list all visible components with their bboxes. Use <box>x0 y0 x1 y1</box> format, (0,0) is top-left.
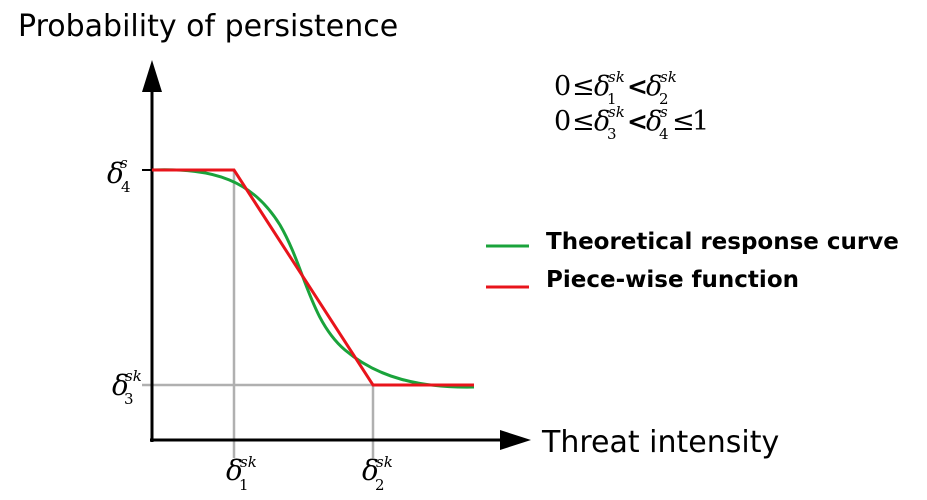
y-axis-arrowhead <box>142 60 162 92</box>
y-axis-label: Probability of persistence <box>18 9 398 44</box>
subscript: 4 <box>121 178 131 196</box>
superscript: sk <box>608 68 625 86</box>
delta-symbol: δ <box>226 454 243 487</box>
le-sign: ≤ <box>572 71 595 102</box>
legend: Theoretical response curve Piece-wise fu… <box>486 229 899 293</box>
subscript: 2 <box>659 90 669 108</box>
subscript: 3 <box>607 125 617 143</box>
delta-symbol: δ <box>112 369 129 402</box>
legend-label-theoretical: Theoretical response curve <box>546 229 899 255</box>
y-tick-label-delta3: δ sk 3 <box>112 367 142 408</box>
piecewise-function <box>152 168 474 387</box>
superscript: sk <box>376 453 393 471</box>
superscript: sk <box>660 68 677 86</box>
x-tick-label-delta1: δ sk 1 <box>226 453 257 494</box>
subscript: 1 <box>239 476 249 494</box>
y-tick-label-delta4: δ s 4 <box>107 154 131 196</box>
one: 1 <box>692 106 709 137</box>
delta-symbol: δ <box>646 71 662 102</box>
superscript: sk <box>240 453 257 471</box>
constraint-line-1: 0 ≤ δ sk 1 < δ sk 2 <box>554 68 677 108</box>
x-axis-arrowhead <box>500 430 531 450</box>
le-sign: ≤ <box>672 106 695 137</box>
superscript: sk <box>608 103 625 121</box>
lt-sign: < <box>627 107 648 136</box>
constraint-line-2: 0 ≤ δ sk 3 < δ s 4 ≤ 1 <box>554 103 709 143</box>
x-tick-label-delta2: δ sk 2 <box>362 453 393 494</box>
superscript: sk <box>125 367 142 385</box>
zero: 0 <box>554 106 571 137</box>
subscript: 3 <box>124 390 134 408</box>
subscript: 2 <box>375 476 385 494</box>
subscript: 1 <box>607 90 617 108</box>
le-sign: ≤ <box>572 106 595 137</box>
legend-label-piecewise: Piece-wise function <box>546 267 799 293</box>
delta-symbol: δ <box>646 106 662 137</box>
theoretical-response-curve <box>151 168 475 389</box>
delta-symbol: δ <box>594 106 610 137</box>
superscript: s <box>660 103 668 121</box>
lt-sign: < <box>627 72 648 101</box>
x-axis-label: Threat intensity <box>541 425 779 460</box>
delta-symbol: δ <box>594 71 610 102</box>
delta-symbol: δ <box>107 157 124 190</box>
subscript: 4 <box>659 125 669 143</box>
zero: 0 <box>554 71 571 102</box>
superscript: s <box>120 154 128 172</box>
delta-symbol: δ <box>362 454 379 487</box>
